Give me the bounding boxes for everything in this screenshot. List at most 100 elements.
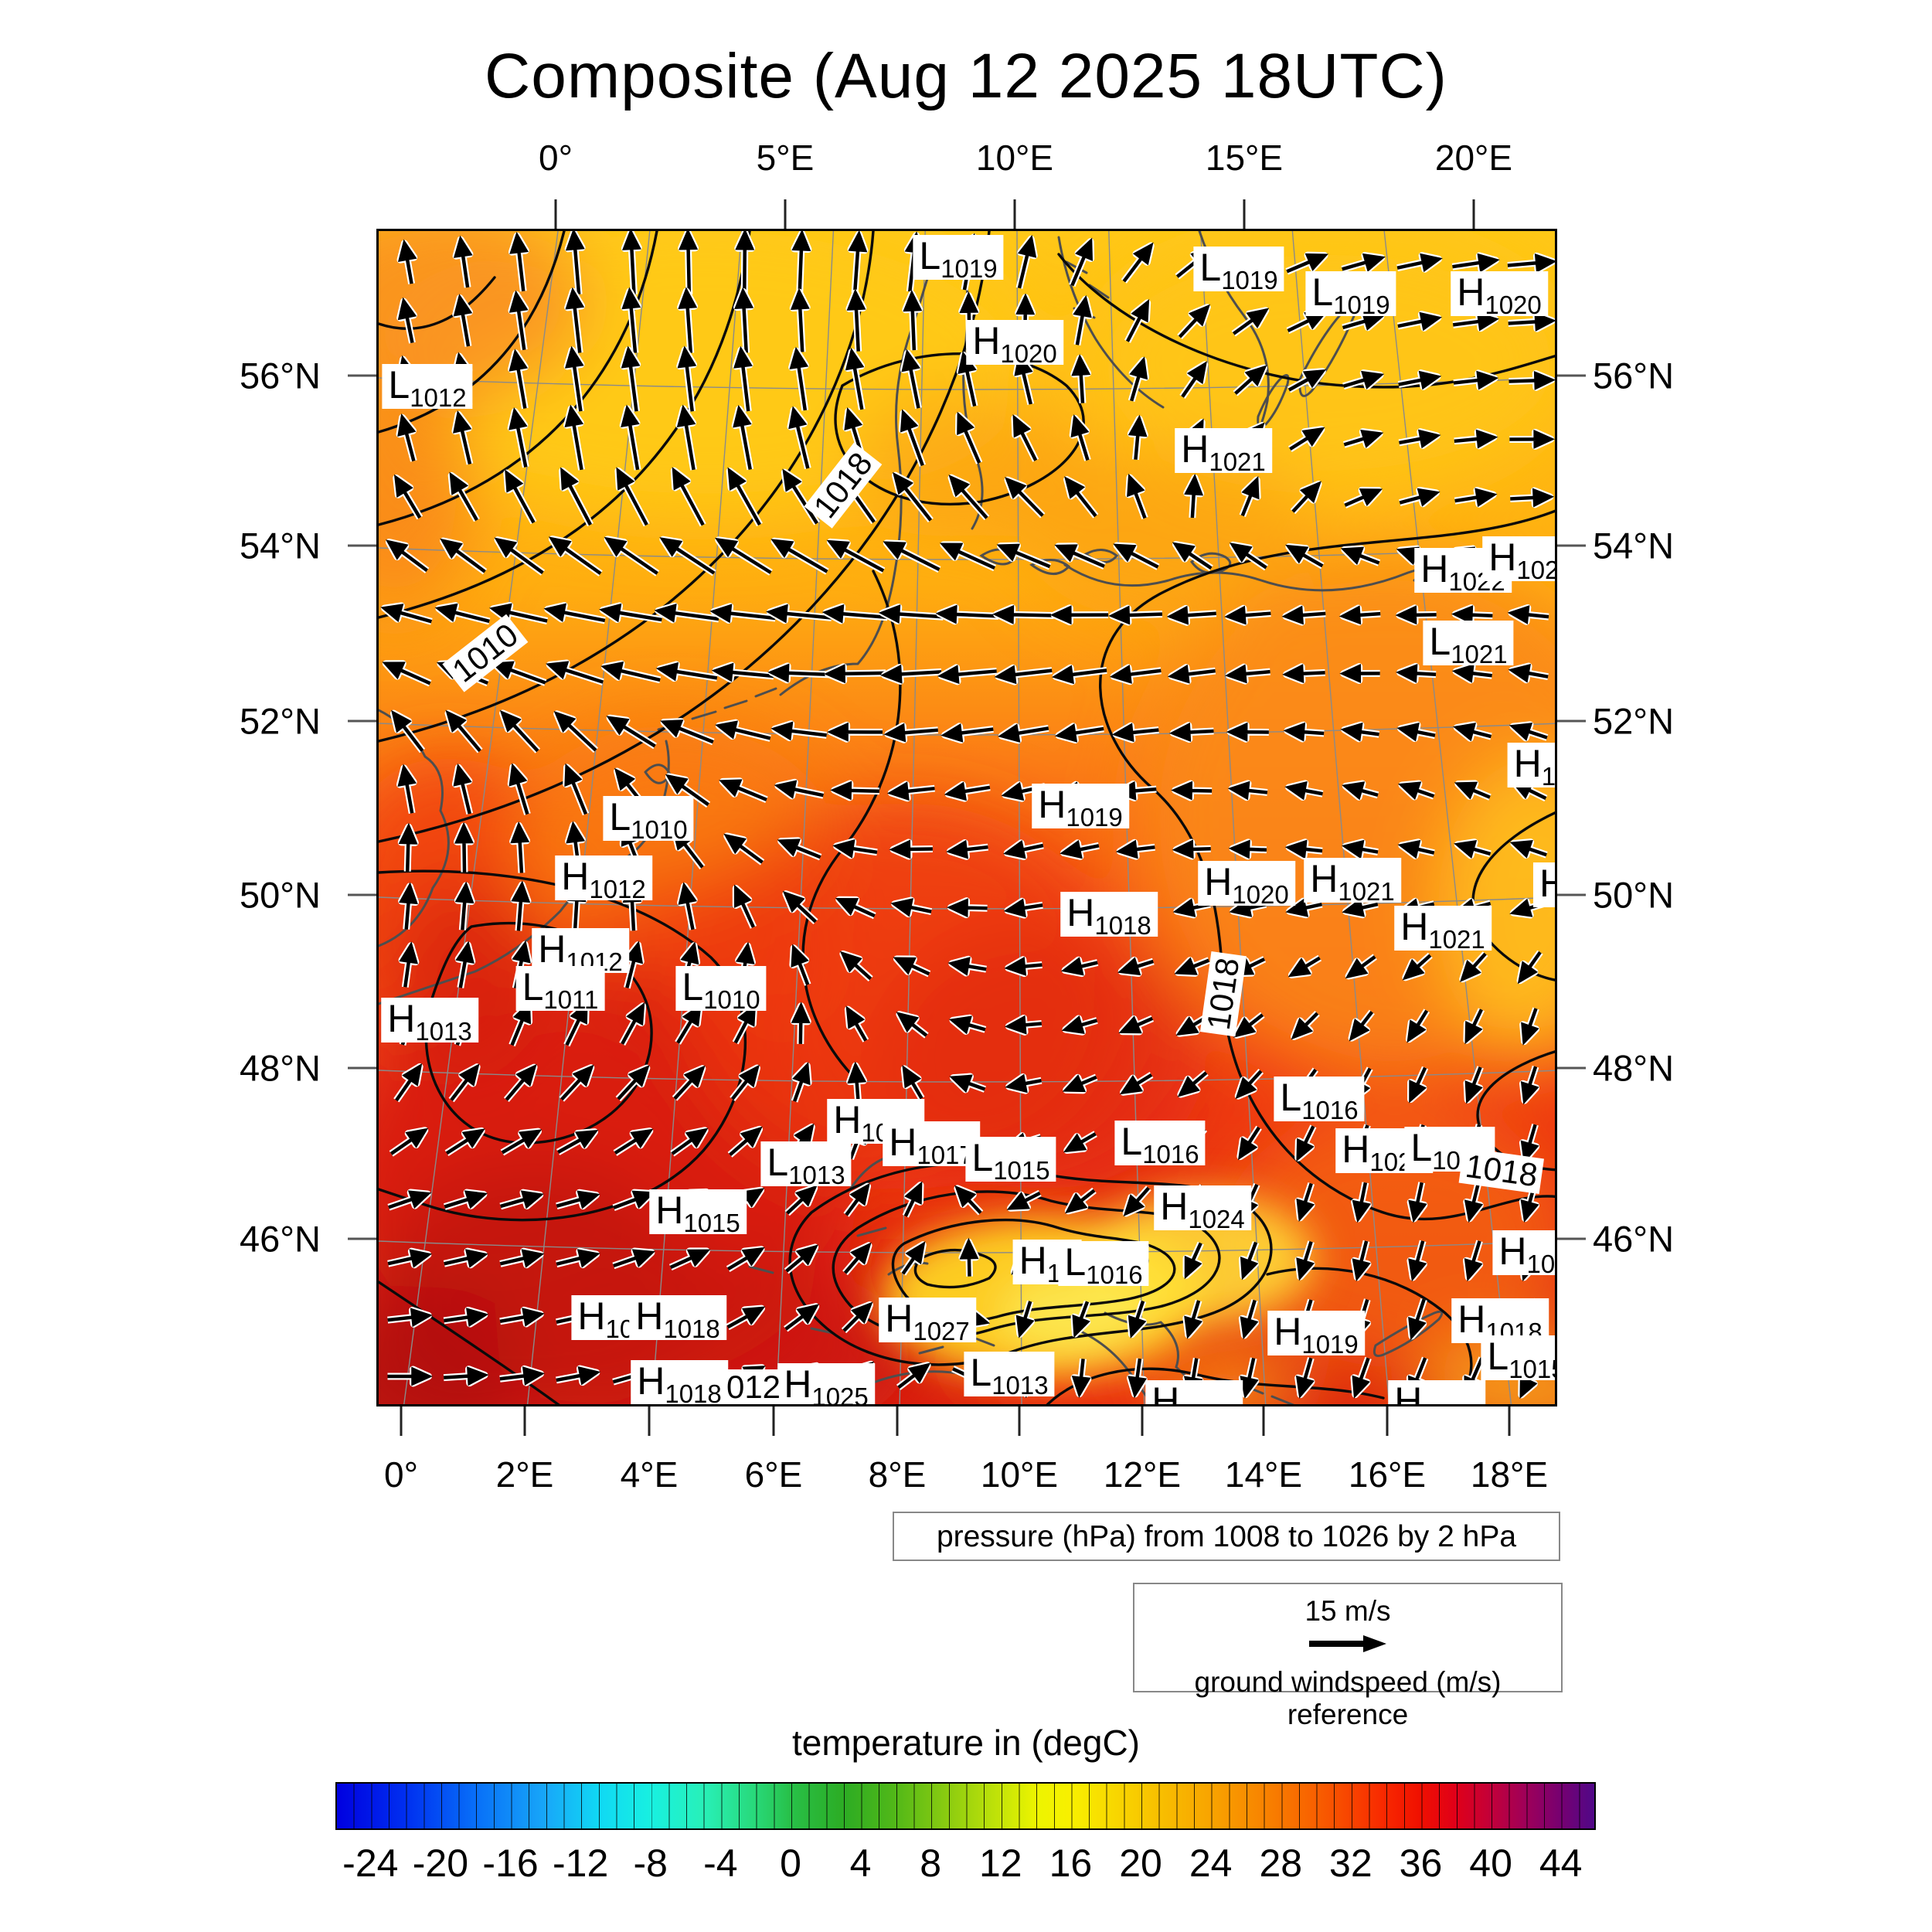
axis-tick-left [348,1066,376,1070]
wind-arrow [1342,780,1379,801]
axis-tick-top [784,199,787,229]
pressure-value: 1018 [663,1315,720,1343]
wind-arrow [1397,838,1435,859]
wind-arrow [898,409,927,467]
axis-tick-bottom [400,1406,403,1436]
wind-arrow [732,345,753,412]
wind-arrow [1342,428,1384,449]
colorbar-tick-label: 44 [1539,1842,1583,1885]
pressure-center-label: L1016 [1114,1121,1206,1167]
wind-arrow [883,722,939,743]
wind-arrow [1006,1189,1042,1212]
pressure-center-label: H101 [1492,1230,1555,1277]
pressure-center-label: L1016 [1274,1077,1365,1123]
wind-arrow [1284,780,1324,801]
colorbar-tick-label: 0 [780,1842,801,1885]
wind-arrow [1399,486,1440,508]
axis-label-latitude-right: 52°N [1593,700,1675,742]
wind-arrow [499,1247,545,1269]
wind-arrow [1340,721,1380,743]
wind-arrow [1228,838,1267,860]
pressure-value: 1021 [1451,640,1508,668]
wind-arrow [889,838,933,860]
wind-arrow [842,1242,872,1276]
wind-arrow [839,950,873,981]
wind-arrow [1281,604,1326,626]
pressure-center-label: H1018 [1060,892,1158,938]
wind-arrow [733,287,755,353]
wind-arrow [1179,361,1209,400]
wind-arrow [1396,252,1443,273]
wind-arrow [1111,722,1159,743]
wind-arrow [444,709,483,753]
wind-arrow [832,838,878,859]
pressure-letter: H [1488,536,1517,579]
pressure-letter: H [1038,783,1066,826]
wind-arrow [1406,1066,1429,1104]
pressure-value: 1019 [1301,1330,1359,1359]
wind-arrow [443,1366,489,1387]
wind-arrow [726,467,763,527]
wind-arrow [944,781,991,802]
wind-arrow [782,890,818,925]
colorbar-tick-label: 32 [1329,1842,1372,1885]
pressure-letter: L [522,965,544,1009]
colorbar-cell-dividers [337,1784,1594,1828]
wind-arrow [556,1189,600,1210]
axis-label-longitude-bottom: 6°E [744,1454,803,1495]
colorbar-tick-label: -20 [412,1842,469,1885]
pressure-center-label: L1011 [515,965,605,1012]
wind-arrow [1285,543,1325,570]
wind-arrow [1167,664,1216,685]
wind-arrow [1406,1298,1427,1341]
colorbar-tick-label: 4 [849,1842,872,1885]
wind-arrow [1126,1300,1147,1338]
wind-arrow [397,822,419,872]
pressure-letter: H [635,1294,664,1338]
wind-arrow [1238,1299,1260,1340]
pressure-center-label: H1027 [879,1298,976,1344]
pressure-letter: H [784,1362,812,1406]
wind-arrow [790,1002,811,1044]
wind-arrow [654,602,719,624]
wind-arrow [847,231,869,294]
wind-arrow [1284,838,1323,860]
pressure-value: 1025 [811,1383,869,1406]
wind-arrow [1070,1300,1091,1338]
pressure-center-label: L1013 [964,1352,1055,1398]
wind-arrow [1345,954,1377,980]
wind-arrow [1454,780,1492,801]
wind-arrow [559,467,594,527]
wind-arrow [997,723,1049,744]
wind-arrow [1174,957,1210,977]
axis-label-latitude-left: 52°N [239,700,321,742]
wind-arrow [507,763,531,815]
wind-arrow [954,1185,984,1216]
pressure-letter: H [538,927,566,971]
wind-arrow [555,1365,601,1386]
axis-tick-right [1557,544,1586,547]
wind-arrow [883,539,941,573]
pressure-letter: H [1420,547,1449,590]
contour-value-label: 1018 [1200,951,1247,1037]
wind-arrow [1287,954,1322,978]
wind-arrow [1124,298,1151,343]
pressure-letter: H [387,997,416,1040]
wind-arrow [1508,662,1549,684]
wind-arrow [1342,369,1385,390]
pressure-letter: L [1487,1335,1509,1378]
axis-tick-bottom [523,1406,526,1436]
axis-tick-right [1557,719,1586,723]
pressure-value: 1018 [665,1379,722,1406]
pressure-value: 1021 [1338,877,1395,906]
pressure-value: 1020 [1000,339,1057,368]
pressure-letter: L [388,363,410,406]
pressure-label-layer: L1012 L1019 L1019 L1019 H1020 H1020 H1021 H1022… [379,231,1555,1406]
axis-label-longitude-bottom: 10°E [980,1454,1059,1495]
wind-arrow [1338,604,1381,626]
colorbar-tick-label: -12 [552,1842,609,1885]
pressure-center-label: H1021 [1175,428,1272,474]
colorbar-title: temperature in (degC) [792,1723,1140,1763]
wind-arrow [604,536,660,577]
